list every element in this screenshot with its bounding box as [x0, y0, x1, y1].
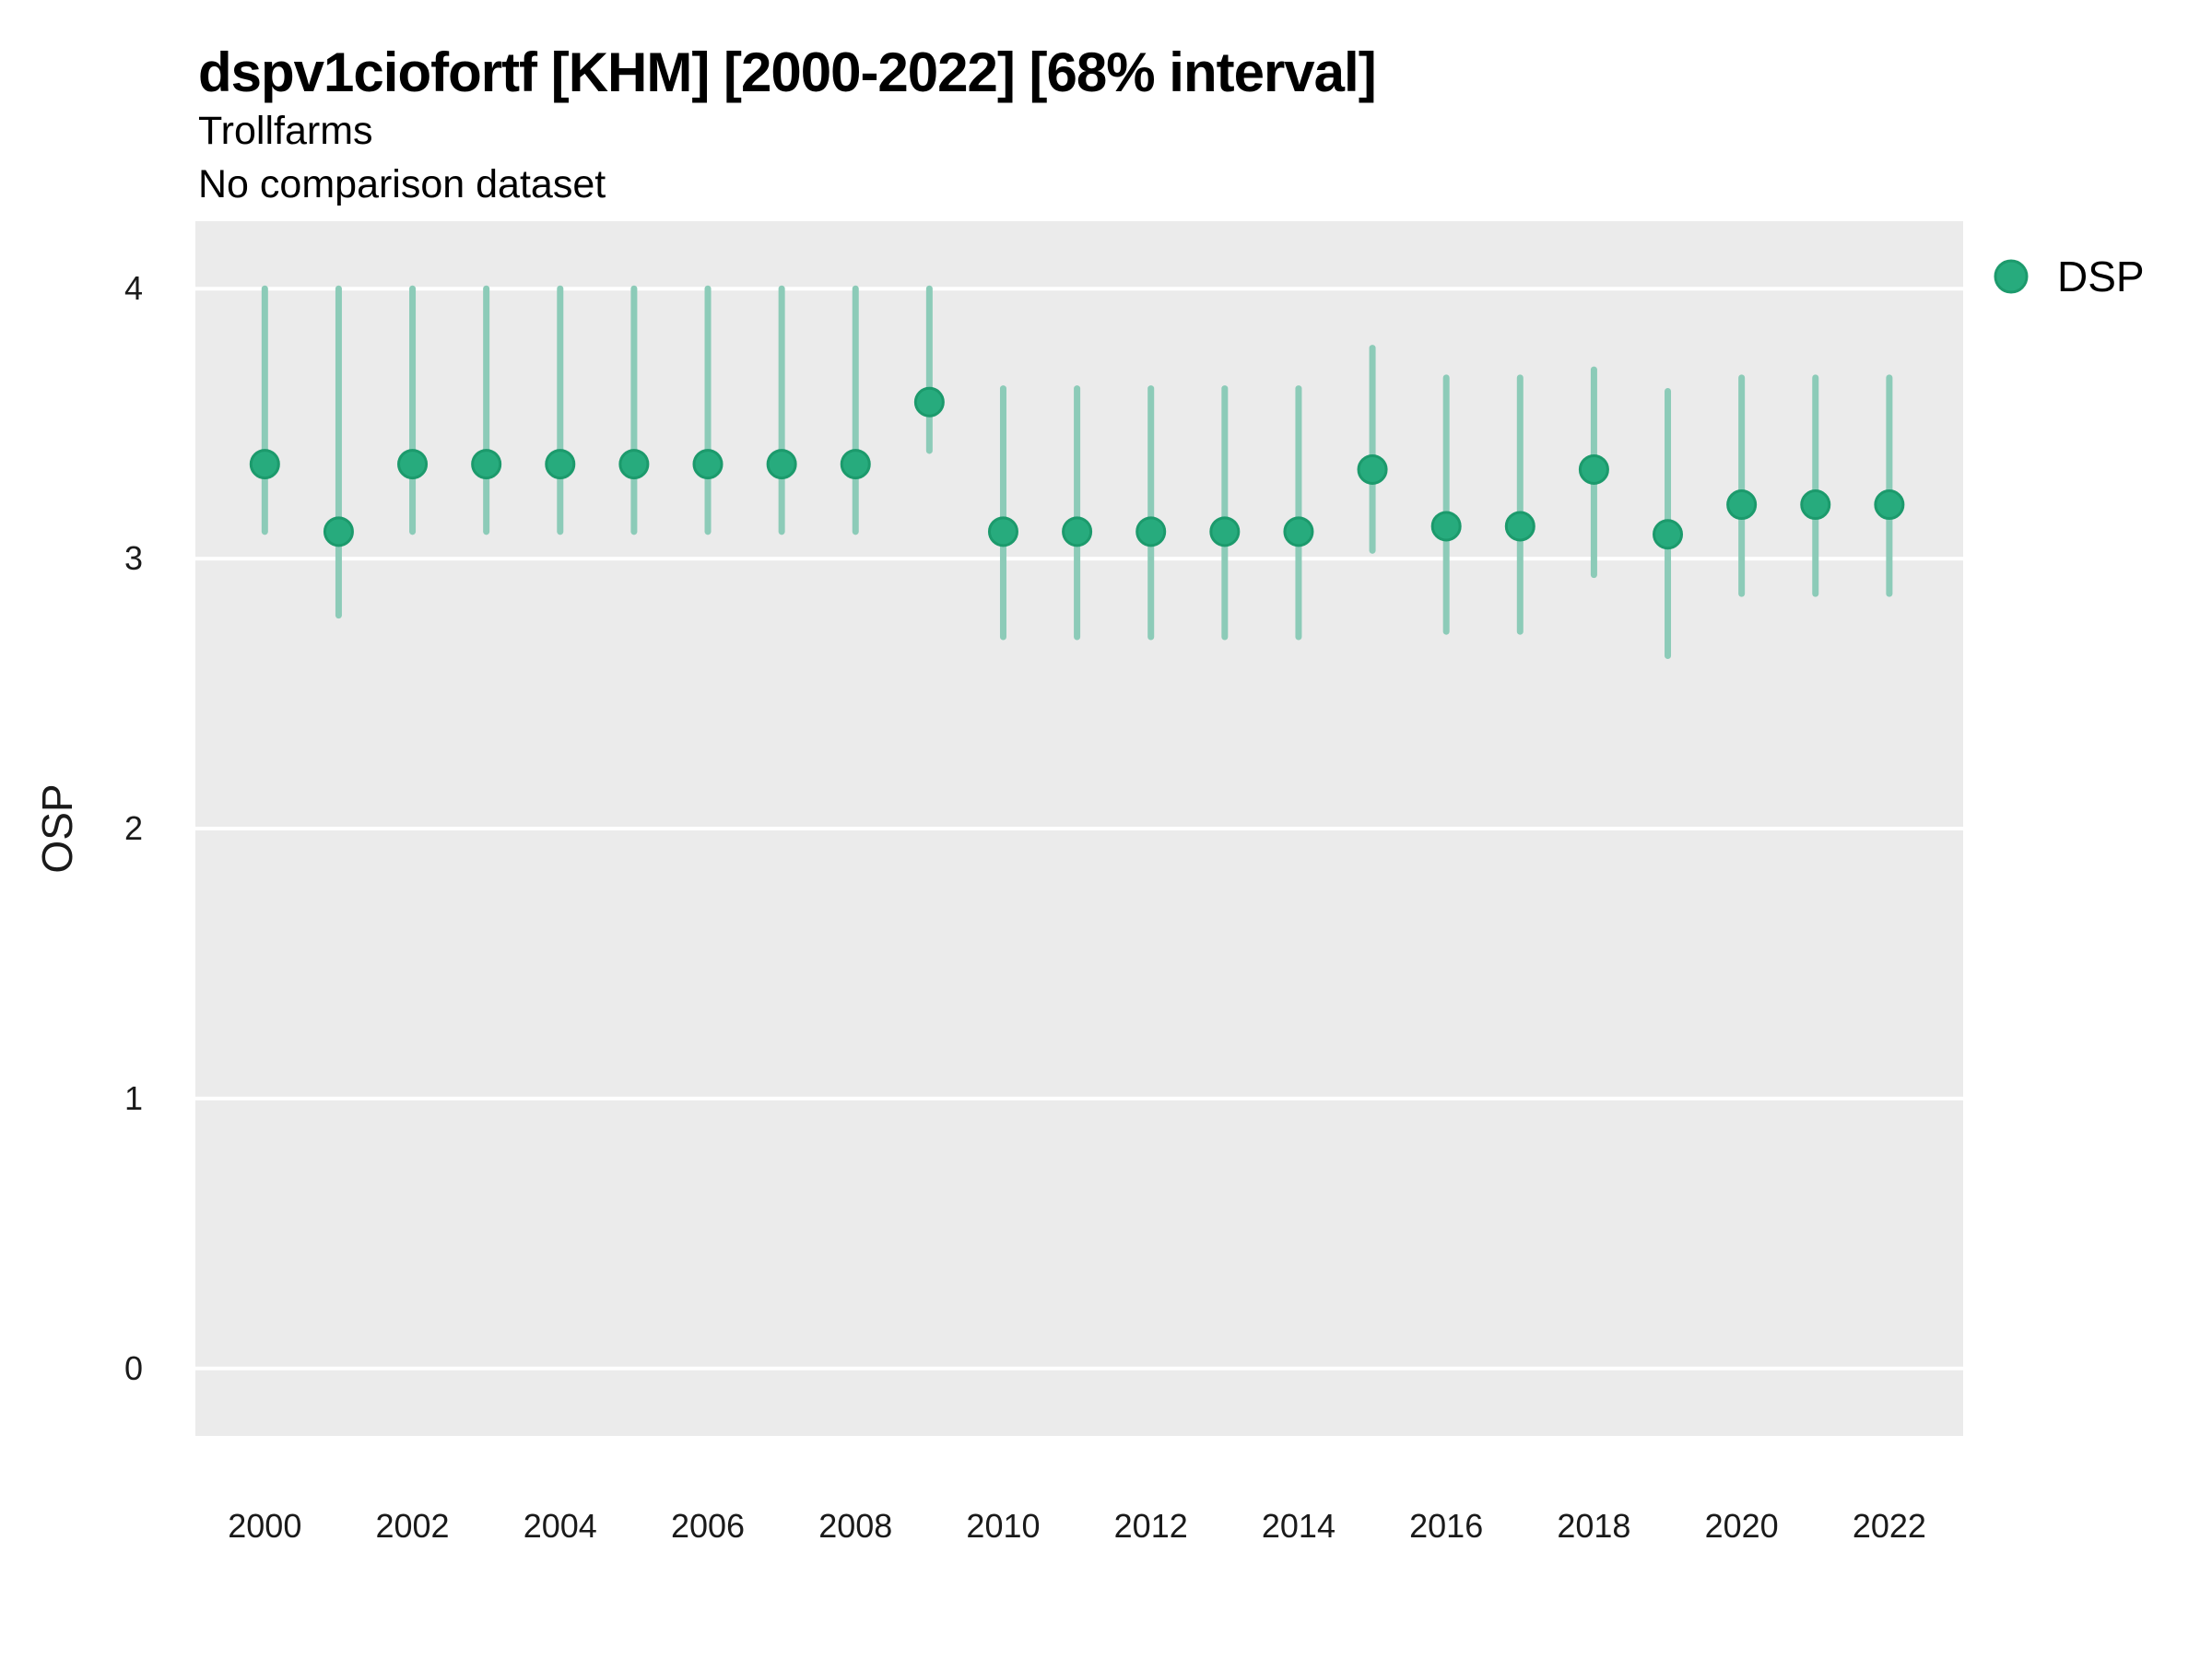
- data-point-2006: [692, 449, 724, 480]
- x-tick-label-2022: 2022: [1853, 1507, 1926, 1545]
- data-point-2015: [1357, 453, 1388, 485]
- data-point-2021: [1800, 489, 1831, 521]
- data-point-2008: [840, 449, 871, 480]
- chart-subtitle: Trollfarms: [198, 109, 373, 153]
- x-tick-label-2010: 2010: [966, 1507, 1040, 1545]
- data-point-2001: [323, 516, 354, 547]
- data-point-2014: [1283, 516, 1314, 547]
- data-point-2002: [397, 449, 429, 480]
- x-tick-label-2016: 2016: [1409, 1507, 1483, 1545]
- legend-label: DSP: [2057, 253, 2145, 300]
- x-tick-label-2006: 2006: [671, 1507, 745, 1545]
- data-point-2011: [1062, 516, 1093, 547]
- y-tick-label-3: 3: [124, 539, 143, 577]
- comparison-note: No comparison dataset: [198, 162, 606, 206]
- legend-dot-icon: [1994, 259, 2029, 294]
- y-tick-label-2: 2: [124, 809, 143, 847]
- x-tick-label-2014: 2014: [1262, 1507, 1335, 1545]
- data-point-2020: [1726, 489, 1758, 521]
- data-point-2016: [1430, 511, 1462, 542]
- x-tick-label-2002: 2002: [375, 1507, 449, 1545]
- chart-title: dspv1ciofortf [KHM] [2000-2022] [68% int…: [198, 41, 1377, 103]
- y-axis-title: OSP: [33, 783, 81, 873]
- x-tick-label-2008: 2008: [818, 1507, 892, 1545]
- data-point-2017: [1504, 511, 1535, 542]
- y-tick-label-1: 1: [124, 1079, 143, 1117]
- data-point-2005: [618, 449, 650, 480]
- data-point-2000: [249, 449, 280, 480]
- data-point-2018: [1578, 453, 1609, 485]
- x-tick-label-2000: 2000: [228, 1507, 301, 1545]
- data-point-2004: [545, 449, 576, 480]
- x-tick-label-2012: 2012: [1114, 1507, 1188, 1545]
- y-tick-label-0: 0: [124, 1349, 143, 1387]
- x-tick-label-2020: 2020: [1705, 1507, 1779, 1545]
- x-tick-label-2004: 2004: [524, 1507, 597, 1545]
- data-point-2012: [1135, 516, 1167, 547]
- data-point-2013: [1209, 516, 1241, 547]
- data-point-2022: [1874, 489, 1905, 521]
- y-tick-label-4: 4: [124, 269, 143, 307]
- data-point-2010: [987, 516, 1018, 547]
- x-tick-label-2018: 2018: [1557, 1507, 1630, 1545]
- data-point-2009: [913, 386, 945, 418]
- data-point-2019: [1653, 519, 1684, 550]
- data-point-2007: [766, 449, 797, 480]
- data-point-2003: [471, 449, 502, 480]
